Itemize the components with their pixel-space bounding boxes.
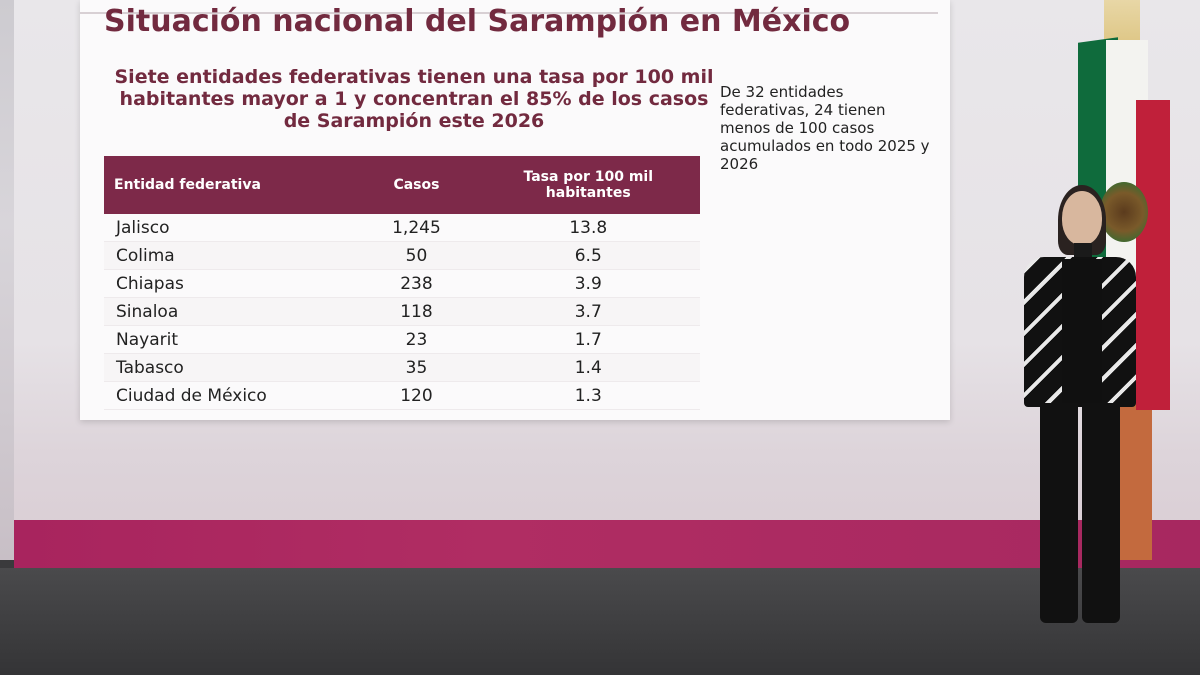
cell-tasa: 1.3: [476, 381, 700, 410]
cell-casos: 1,245: [356, 214, 477, 242]
cell-casos: 238: [356, 269, 477, 298]
table-row: Ciudad de México 120 1.3: [104, 381, 700, 410]
cell-entidad: Tabasco: [104, 353, 357, 382]
cell-tasa: 3.9: [476, 269, 700, 298]
flag-eagle-emblem: [1100, 182, 1148, 242]
table-row: Colima 50 6.5: [104, 241, 700, 270]
table-header-row: Entidad federativa Casos Tasa por 100 mi…: [104, 156, 700, 214]
cell-entidad: Sinaloa: [104, 297, 357, 326]
table-row: Sinaloa 118 3.7: [104, 297, 700, 326]
cell-entidad: Chiapas: [104, 269, 357, 298]
presentation-slide: Situación nacional del Sarampión en Méxi…: [80, 0, 950, 420]
table-row: Chiapas 238 3.9: [104, 269, 700, 298]
speaker-leg-left: [1040, 403, 1078, 623]
speaker-figure: [1018, 185, 1148, 635]
cell-casos: 50: [356, 241, 477, 270]
flag-stand: [1118, 400, 1152, 560]
slide-subtitle: Siete entidades federativas tienen una t…: [114, 66, 714, 132]
header-casos: Casos: [356, 156, 477, 214]
speaker-leg-right: [1082, 403, 1120, 623]
cell-tasa: 6.5: [476, 241, 700, 270]
cell-casos: 118: [356, 297, 477, 326]
cell-tasa: 1.7: [476, 325, 700, 354]
table-row: Nayarit 23 1.7: [104, 325, 700, 354]
side-note: De 32 entidades federativas, 24 tienen m…: [720, 83, 930, 173]
speaker-top: [1062, 259, 1102, 407]
speaker-neck: [1074, 243, 1092, 261]
cell-entidad: Ciudad de México: [104, 381, 357, 410]
header-tasa: Tasa por 100 mil habitantes: [476, 156, 700, 214]
slide-title: Situación nacional del Sarampión en Méxi…: [104, 4, 851, 39]
cell-casos: 35: [356, 353, 477, 382]
flag-red-stripe: [1136, 100, 1170, 410]
cell-casos: 23: [356, 325, 477, 354]
measles-table: Entidad federativa Casos Tasa por 100 mi…: [104, 156, 700, 410]
cell-entidad: Nayarit: [104, 325, 357, 354]
screen-bottom-band: [14, 520, 1200, 568]
cell-entidad: Colima: [104, 241, 357, 270]
speaker-head: [1062, 191, 1102, 245]
cell-tasa: 3.7: [476, 297, 700, 326]
table-row: Tabasco 35 1.4: [104, 353, 700, 382]
stage-floor: [0, 568, 1200, 675]
cell-tasa: 13.8: [476, 214, 700, 242]
cell-tasa: 1.4: [476, 353, 700, 382]
header-entidad: Entidad federativa: [104, 156, 357, 214]
cell-casos: 120: [356, 381, 477, 410]
table-row: Jalisco 1,245 13.8: [104, 214, 700, 242]
slide-divider: [80, 12, 938, 14]
cell-entidad: Jalisco: [104, 214, 357, 242]
